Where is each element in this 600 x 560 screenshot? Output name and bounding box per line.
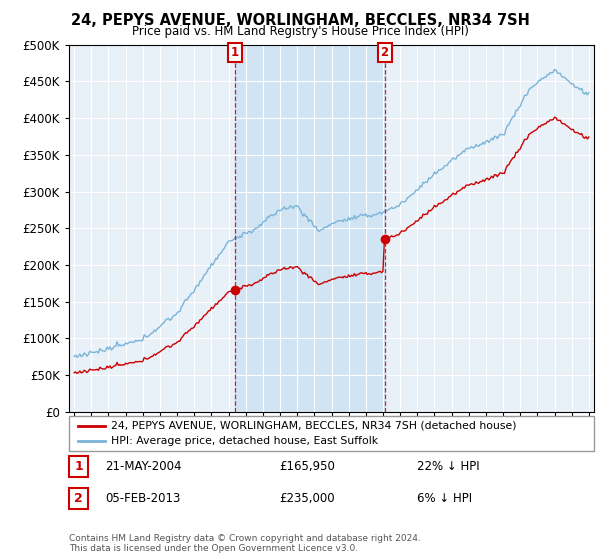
Text: HPI: Average price, detached house, East Suffolk: HPI: Average price, detached house, East… xyxy=(111,436,378,446)
Text: £235,000: £235,000 xyxy=(279,492,335,505)
Text: 2: 2 xyxy=(380,45,389,59)
Text: Price paid vs. HM Land Registry's House Price Index (HPI): Price paid vs. HM Land Registry's House … xyxy=(131,25,469,38)
Text: 6% ↓ HPI: 6% ↓ HPI xyxy=(417,492,472,505)
Bar xyxy=(235,45,385,412)
Text: 1: 1 xyxy=(74,460,83,473)
Text: 05-FEB-2013: 05-FEB-2013 xyxy=(105,492,181,505)
Text: 24, PEPYS AVENUE, WORLINGHAM, BECCLES, NR34 7SH: 24, PEPYS AVENUE, WORLINGHAM, BECCLES, N… xyxy=(71,13,529,28)
Text: Contains HM Land Registry data © Crown copyright and database right 2024.
This d: Contains HM Land Registry data © Crown c… xyxy=(69,534,421,553)
Text: 1: 1 xyxy=(231,45,239,59)
Text: 24, PEPYS AVENUE, WORLINGHAM, BECCLES, NR34 7SH (detached house): 24, PEPYS AVENUE, WORLINGHAM, BECCLES, N… xyxy=(111,421,517,431)
Text: 21-MAY-2004: 21-MAY-2004 xyxy=(105,460,182,473)
Text: £165,950: £165,950 xyxy=(279,460,335,473)
Text: 22% ↓ HPI: 22% ↓ HPI xyxy=(417,460,479,473)
Text: 2: 2 xyxy=(74,492,83,505)
